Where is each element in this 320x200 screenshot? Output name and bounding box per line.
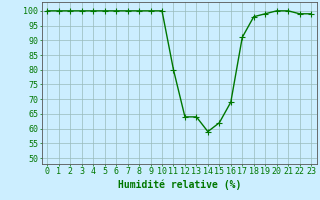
X-axis label: Humidité relative (%): Humidité relative (%) [117,179,241,190]
